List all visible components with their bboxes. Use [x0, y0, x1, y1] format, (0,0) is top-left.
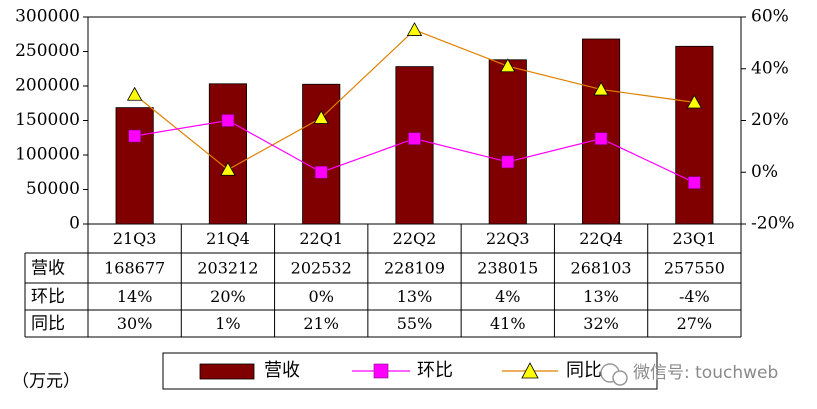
table-cell: 30%: [117, 314, 153, 333]
table-cell: -4%: [679, 287, 710, 306]
yoy-point-22Q2: [406, 22, 423, 36]
left-axis-tick-label: 150000: [15, 110, 80, 130]
table-cell: 32%: [583, 314, 619, 333]
revenue-bar-22Q3: [488, 59, 527, 225]
table-row-head: 营收: [31, 259, 65, 279]
table-cell: 203212: [197, 259, 258, 278]
yoy-point-22Q3: [500, 58, 516, 73]
right-axis-tick-label: 20%: [751, 110, 789, 130]
qoq-point-21Q4: [221, 114, 235, 127]
table-cell: 4%: [495, 287, 520, 306]
revenue-bar-22Q1: [302, 83, 341, 225]
right-axis-tick-label: 60%: [751, 7, 789, 27]
revenue-bar-22Q2: [395, 66, 434, 225]
category-label-22Q2: 22Q2: [393, 229, 437, 248]
table-cell: 228109: [384, 259, 445, 278]
yoy-point-22Q1: [313, 110, 329, 124]
yoy-point-23Q1: [686, 94, 703, 109]
revenue-bar-23Q1: [675, 45, 714, 225]
table-row-head: 环比: [31, 287, 65, 307]
table-row-head: 同比: [31, 314, 65, 334]
left-axis-tick-label: 50000: [26, 179, 80, 199]
table-cell: 168677: [104, 259, 165, 278]
category-label-21Q4: 21Q4: [206, 229, 250, 248]
table-cell: 13%: [397, 287, 433, 306]
category-label-22Q1: 22Q1: [299, 229, 343, 248]
category-label-21Q3: 21Q3: [113, 229, 157, 248]
table-cell: 257550: [664, 259, 725, 278]
revenue-bar-21Q3: [115, 107, 154, 225]
category-label-22Q3: 22Q3: [486, 229, 530, 248]
table-cell: 0%: [309, 287, 334, 306]
table-cell: 20%: [210, 287, 246, 306]
left-axis-tick-label: 300000: [15, 7, 80, 27]
table-cell: 202532: [291, 259, 352, 278]
unit-note: （万元）: [12, 372, 80, 392]
watermark-text: 微信号: touchweb: [633, 363, 778, 383]
table-cell: 27%: [677, 314, 713, 333]
wechat-icon-bubble: [612, 370, 628, 386]
yoy-point-21Q3: [126, 86, 143, 101]
left-axis-tick-label: 250000: [15, 41, 80, 61]
qoq-point-21Q3: [128, 129, 141, 143]
table-cell: 55%: [397, 314, 433, 333]
table-cell: 21%: [303, 314, 339, 333]
legend-swatch-revenue: [199, 363, 255, 380]
category-label-23Q1: 23Q1: [673, 229, 717, 248]
qoq-point-22Q2: [408, 132, 421, 145]
category-label-22Q4: 22Q4: [579, 229, 623, 248]
qoq-point-22Q3: [501, 155, 515, 169]
table-cell: 1%: [215, 314, 240, 333]
left-axis-tick-label: 100000: [15, 145, 80, 165]
legend-label-revenue: 营收: [264, 360, 300, 381]
revenue-bar-22Q4: [582, 38, 621, 225]
legend-marker-yoy: [521, 362, 539, 379]
table-cell: 13%: [583, 287, 619, 306]
legend-label-yoy: 同比: [566, 360, 602, 381]
qoq-point-22Q4: [594, 132, 608, 145]
left-axis-tick-label: 0: [69, 214, 80, 234]
table-cell: 238015: [477, 259, 538, 278]
yoy-point-22Q4: [593, 81, 609, 96]
revenue-bar-21Q4: [208, 83, 247, 225]
legend-label-qoq: 环比: [417, 360, 453, 381]
table-cell: 41%: [490, 314, 526, 333]
qoq-point-23Q1: [688, 176, 701, 189]
right-axis-tick-label: -20%: [751, 214, 795, 234]
legend-marker-qoq: [373, 363, 389, 379]
qoq-point-22Q1: [314, 165, 328, 179]
table-cell: 14%: [117, 287, 153, 306]
yoy-point-21Q4: [220, 161, 236, 176]
right-axis-tick-label: 0%: [751, 162, 778, 182]
left-axis-tick-label: 200000: [15, 76, 80, 96]
table-cell: 268103: [571, 259, 632, 278]
right-axis-tick-label: 40%: [751, 58, 789, 78]
